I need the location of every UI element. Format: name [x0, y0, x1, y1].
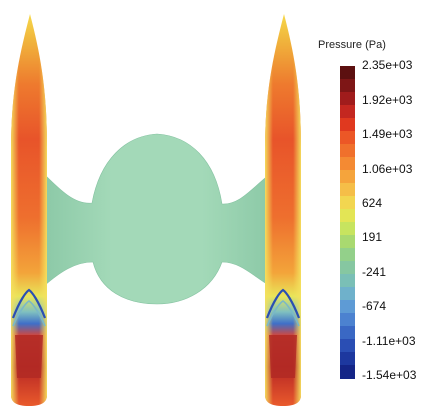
colorbar-band — [340, 92, 355, 106]
colorbar-band — [340, 300, 355, 314]
colorbar-tick-label: 2.35e+03 — [362, 58, 413, 72]
colorbar-band — [340, 326, 355, 340]
colorbar-band — [340, 66, 355, 80]
colorbar-band — [340, 261, 355, 275]
membrane-surface — [43, 133, 271, 305]
colorbar-tick-label: -1.11e+03 — [362, 334, 416, 348]
colorbar-band — [340, 105, 355, 119]
colorbar-tick-label: 1.06e+03 — [362, 162, 413, 176]
colorbar-band — [340, 365, 355, 379]
colorbar-band — [340, 118, 355, 132]
colorbar-tick-label: 624 — [362, 196, 383, 210]
colorbar-band — [340, 131, 355, 145]
colorbar-band — [340, 287, 355, 301]
colorbar-band — [340, 352, 355, 366]
colorbar-band — [340, 248, 355, 262]
colorbar-band — [340, 183, 355, 197]
colorbar-tick-label: -1.54e+03 — [362, 368, 417, 382]
colorbar-band — [340, 209, 355, 223]
colorbar-band — [340, 274, 355, 288]
colorbar-band — [340, 170, 355, 184]
colorbar-tick-label: -241 — [362, 265, 387, 279]
colorbar-tick-label: -674 — [362, 299, 387, 313]
legend-title: Pressure (Pa) — [318, 39, 386, 51]
colorbar-band — [340, 339, 355, 353]
colorbar-band — [340, 157, 355, 171]
colorbar-band — [340, 313, 355, 327]
colorbar-band — [340, 196, 355, 210]
colorbar-band — [340, 222, 355, 236]
colorbar-band — [340, 235, 355, 249]
colorbar-band — [340, 144, 355, 158]
colorbar-tick-label: 1.92e+03 — [362, 93, 413, 107]
pressure-colorbar — [340, 66, 355, 379]
colorbar-band — [340, 79, 355, 93]
colorbar-tick-label: 191 — [362, 230, 383, 244]
left-rod — [11, 14, 47, 406]
colorbar-tick-label: 1.49e+03 — [362, 127, 413, 141]
right-rod — [265, 14, 301, 406]
